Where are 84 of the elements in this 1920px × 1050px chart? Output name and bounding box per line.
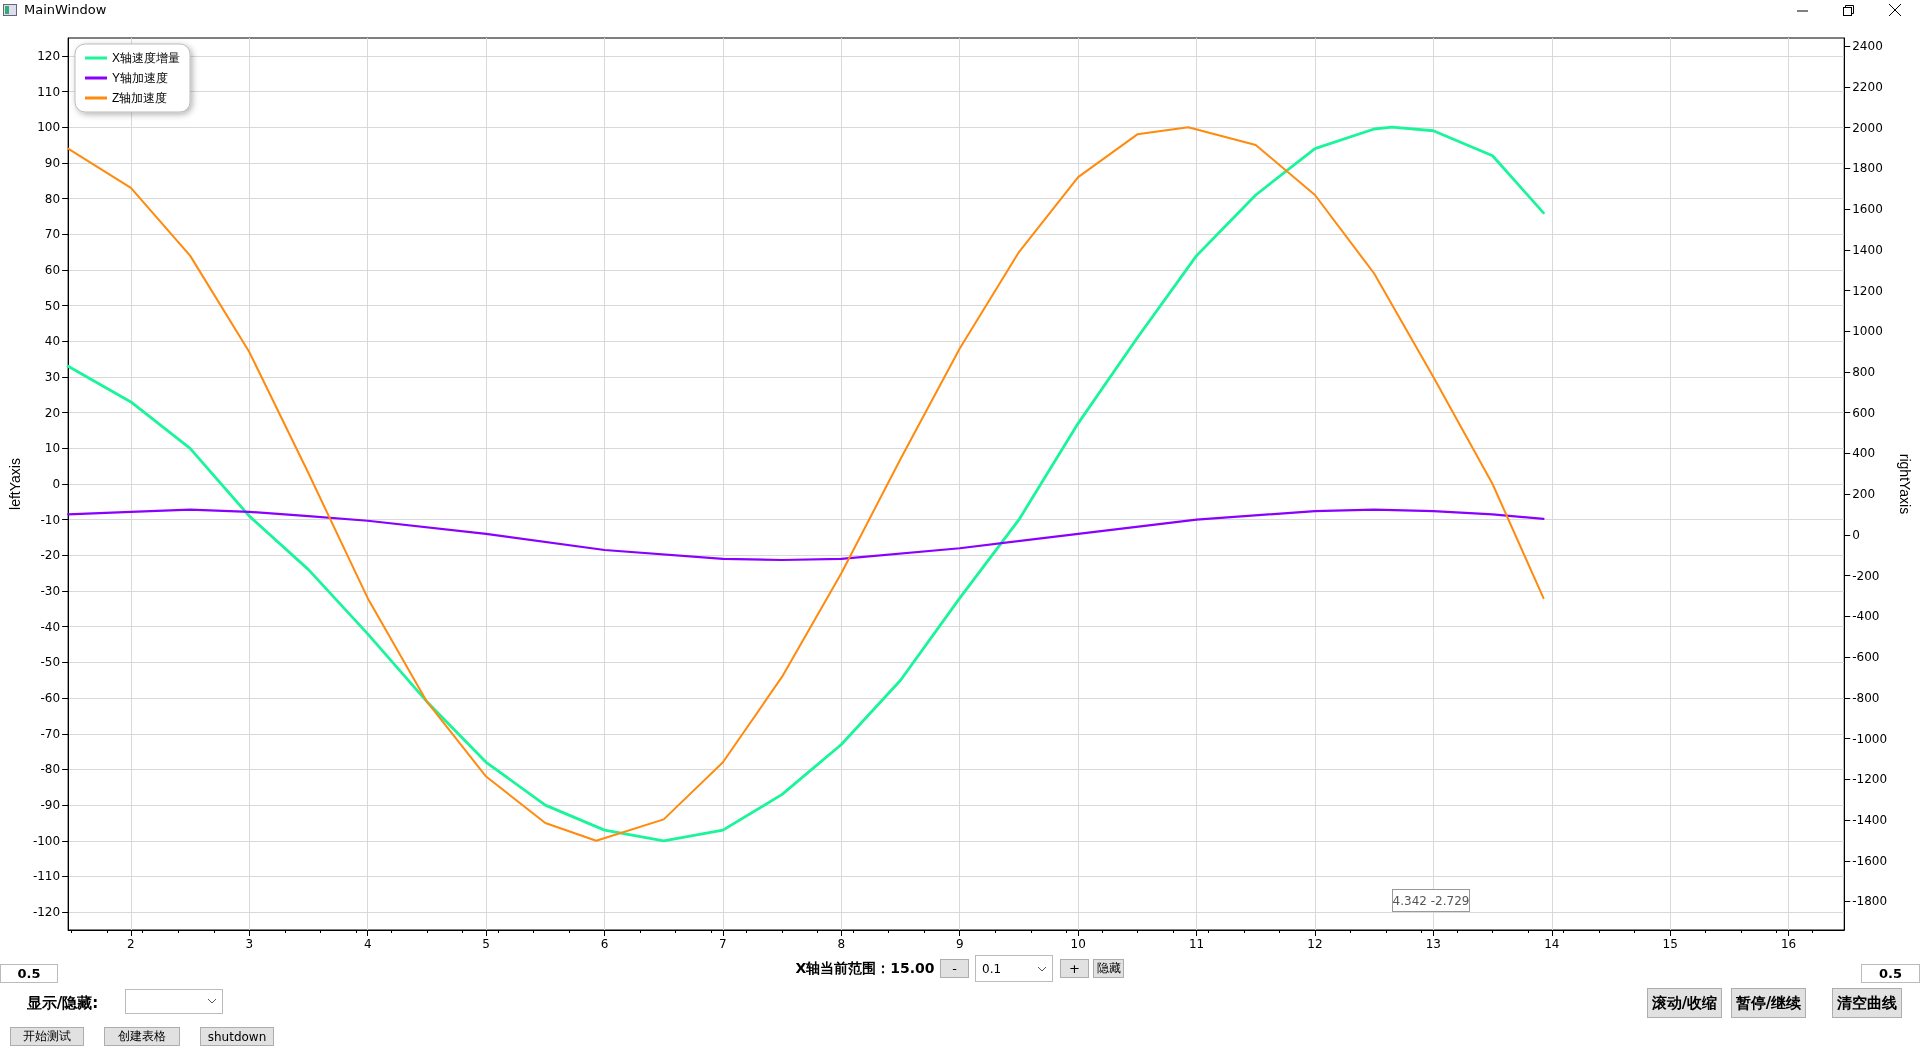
y-tick-label: 40 (44, 334, 61, 349)
y2-tick-label: 1000 (1852, 324, 1883, 339)
y-tick-label: 110 (37, 84, 61, 99)
x-tick-label: 13 (1425, 937, 1441, 951)
legend-label: Z轴加速度 (112, 91, 168, 105)
y2-tick-label: -1800 (1852, 894, 1888, 909)
text: X轴当前范围：15.00 (795, 959, 935, 978)
y2-tick-label: 600 (1852, 405, 1876, 420)
text: shutdown (200, 1027, 274, 1046)
y-tick-label: -60 (40, 691, 61, 706)
y-tick-label: -120 (32, 905, 61, 920)
y2-tick-label: 2000 (1852, 120, 1883, 135)
text: + (1060, 959, 1089, 978)
y2-tick-label: -400 (1852, 609, 1880, 624)
y-tick-label: -70 (40, 726, 61, 741)
y2-tick-label: -200 (1852, 568, 1880, 583)
y-tick-label: 50 (44, 298, 61, 313)
annotation: 4.342 -2.729 (1392, 889, 1470, 912)
y-tick-label: 0 (52, 477, 61, 491)
y-tick-label: -30 (40, 584, 61, 599)
y-tick-label: 30 (44, 369, 61, 384)
x-tick-label: 2 (127, 937, 135, 951)
chart-title: MainWindow (24, 2, 107, 17)
text: 0.5 (1861, 964, 1920, 983)
y2-tick-label: 800 (1852, 364, 1876, 379)
y-tick-label: 70 (44, 227, 61, 242)
x-tick-label: 5 (482, 937, 490, 951)
x-tick-label: 16 (1780, 937, 1797, 951)
y2-axis-title: rightYaxis (1897, 453, 1913, 515)
x-tick-label: 3 (245, 937, 254, 951)
y2-tick-label: 1400 (1852, 242, 1883, 257)
y-tick-label: 60 (44, 262, 61, 277)
text: 滚动/收缩 (1647, 988, 1722, 1018)
text: 清空曲线 (1832, 988, 1902, 1018)
text: 显示/隐藏: (25, 992, 100, 1014)
y-tick-label: 100 (37, 120, 61, 135)
legend-label: X轴速度增量 (112, 51, 181, 65)
x-tick-label: 6 (600, 937, 609, 951)
text: 0.5 (0, 964, 58, 983)
y-tick-label: -50 (40, 655, 61, 670)
y-tick-label: -40 (40, 619, 61, 634)
x-tick-label: 15 (1662, 937, 1678, 951)
y2-tick-label: -1000 (1852, 731, 1888, 746)
y2-tick-label: 2200 (1852, 79, 1883, 94)
y2-tick-label: -1600 (1852, 853, 1888, 868)
y2-tick-label: -600 (1852, 650, 1880, 665)
x-tick-label: 14 (1544, 937, 1560, 951)
text: 创建表格 (104, 1027, 180, 1046)
y-tick-label: 90 (44, 155, 61, 170)
x-tick-label: 12 (1307, 937, 1323, 951)
y2-tick-label: 200 (1852, 487, 1876, 502)
y2-tick-label: -1400 (1852, 813, 1888, 828)
y-tick-label: 20 (44, 405, 61, 420)
x-tick-label: 10 (1070, 937, 1086, 951)
legend-label: Y轴加速度 (112, 71, 169, 85)
x-tick-label: 11 (1188, 937, 1205, 951)
y-tick-label: 120 (37, 48, 61, 63)
y2-tick-label: 400 (1852, 446, 1876, 461)
y2-tick-label: -800 (1852, 690, 1880, 705)
y-tick-label: -90 (40, 798, 61, 813)
y-tick-label: -110 (32, 869, 61, 884)
y2-tick-label: 2400 (1852, 39, 1883, 54)
text: 隐藏 (1093, 959, 1124, 978)
text: - (940, 959, 969, 978)
y-axis-title: leftYaxis (7, 458, 23, 510)
text: 暂停/继续 (1731, 988, 1806, 1018)
x-tick-label: 7 (719, 937, 727, 951)
y2-tick-label: 0 (1852, 527, 1860, 542)
y2-tick-label: -1200 (1852, 772, 1888, 787)
x-tick-label: 8 (837, 937, 846, 951)
y2-tick-label: 1200 (1852, 283, 1883, 298)
y-tick-label: 80 (44, 191, 61, 206)
y2-tick-label: 1800 (1852, 161, 1883, 176)
y-tick-label: 10 (44, 441, 61, 456)
y-tick-label: -20 (40, 548, 61, 563)
line-series (67, 508, 1545, 562)
y-tick-label: -10 (40, 512, 61, 527)
x-tick-label: 9 (955, 937, 964, 951)
y-tick-label: -100 (32, 833, 61, 848)
text: 开始测试 (10, 1027, 84, 1046)
x-tick-label: 4 (363, 937, 372, 951)
y2-tick-label: 1600 (1852, 202, 1883, 217)
text: 0.1 (975, 955, 1053, 982)
y-tick-label: -80 (40, 762, 61, 777)
